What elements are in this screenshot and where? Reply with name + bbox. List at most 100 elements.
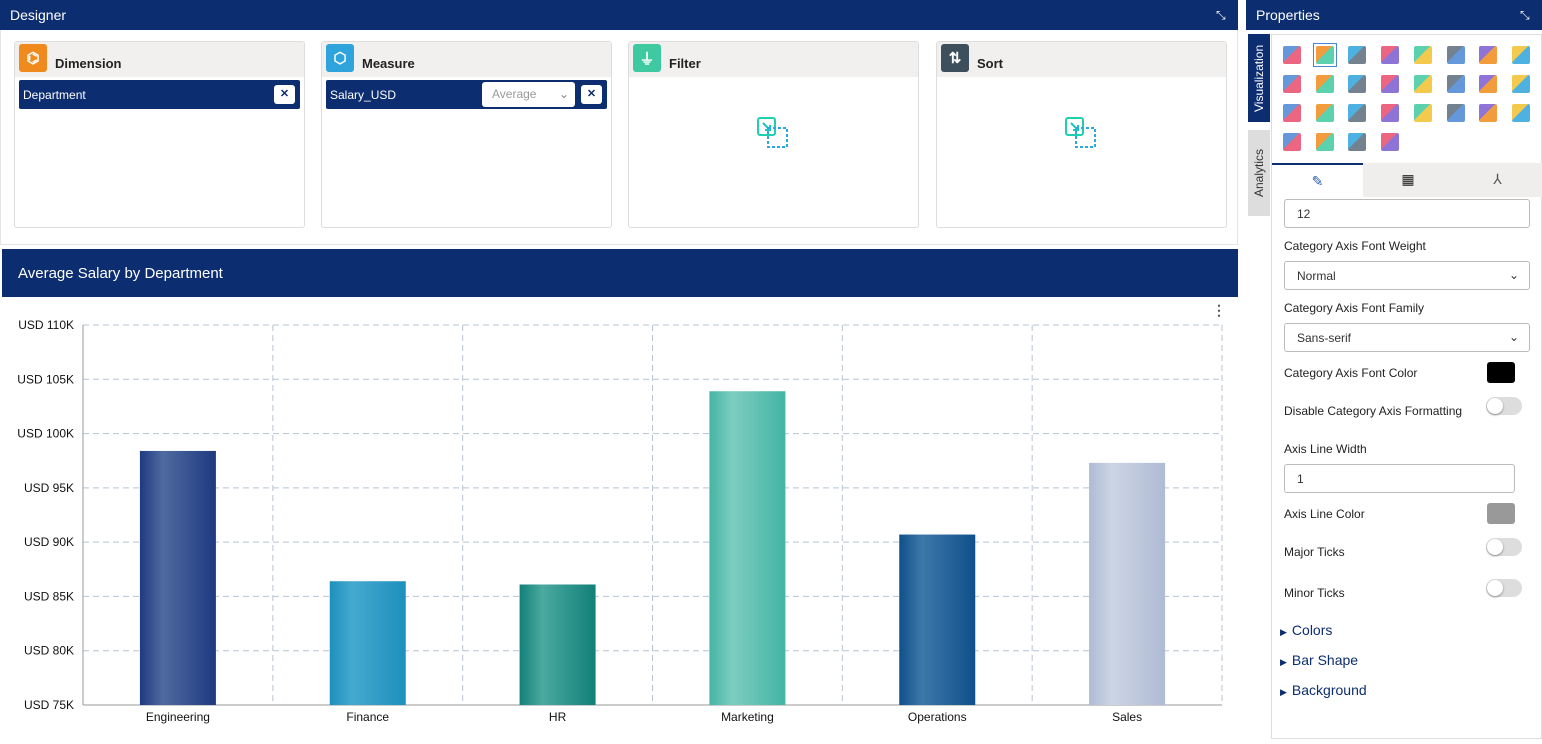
axis-line-color-label: Axis Line Color (1284, 507, 1365, 521)
format-tab[interactable]: ✎ (1272, 163, 1363, 197)
line-area-chart-icon[interactable] (1315, 46, 1334, 64)
disable-formatting-toggle[interactable] (1486, 397, 1522, 415)
crosstab-icon[interactable] (1511, 104, 1530, 122)
aggregation-value: Average (492, 87, 537, 101)
more-vertical-icon[interactable]: ⋮ (1212, 302, 1226, 318)
bar-shape-section[interactable]: ▶ Bar Shape (1280, 652, 1359, 668)
candlestick-icon[interactable] (1446, 104, 1465, 122)
x-tick-label: Sales (1112, 710, 1142, 724)
step-chart-icon[interactable] (1348, 75, 1367, 93)
axis-line-color-swatch[interactable] (1487, 503, 1515, 524)
ring-icon[interactable] (1348, 104, 1367, 122)
heatmap-icon[interactable] (1413, 75, 1432, 93)
bar-marketing[interactable] (709, 391, 786, 705)
dimension-label: Dimension (55, 56, 122, 71)
chevron-down-icon: ⌄ (1508, 330, 1519, 344)
disable-formatting-label: Disable Category Axis Formatting (1284, 404, 1463, 418)
bar-engineering[interactable] (139, 450, 216, 705)
sort-label: Sort (977, 56, 1003, 71)
thermometer-icon[interactable] (1511, 75, 1530, 93)
kpi-card-icon[interactable] (1381, 104, 1400, 122)
area-chart-icon[interactable] (1381, 46, 1400, 64)
measure-icon: ⬡ (326, 44, 354, 72)
font-family-select[interactable]: Sans-serif ⌄ (1284, 323, 1530, 352)
y-tick-label: USD 105K (17, 372, 74, 386)
designer-header: Designer ⤡ (0, 0, 1238, 30)
sort-card: ⇅ Sort (936, 41, 1227, 228)
axis-line-width-input[interactable]: 1 (1284, 464, 1515, 493)
major-ticks-label: Major Ticks (1284, 545, 1345, 559)
background-section[interactable]: ▶ Background (1280, 682, 1367, 698)
filter-icon: ⏚ (633, 44, 661, 72)
line-markers-icon[interactable] (1479, 46, 1498, 64)
donut-icon[interactable] (1315, 75, 1334, 93)
bar-chart-icon[interactable] (1348, 46, 1367, 64)
dimension-field-pill[interactable]: Department ✕ (19, 80, 300, 109)
bar-finance[interactable] (329, 581, 406, 705)
measure-label: Measure (362, 56, 415, 71)
pivot-icon[interactable] (1413, 104, 1432, 122)
x-tick-label: Operations (908, 710, 967, 724)
measure-field-pill[interactable]: Salary_USD Average ⌄ ✕ (326, 80, 607, 109)
polar-icon[interactable] (1381, 75, 1400, 93)
y-tick-label: USD 80K (24, 644, 74, 658)
spline-icon[interactable] (1446, 46, 1465, 64)
map-icon[interactable] (1479, 104, 1498, 122)
axis-tab[interactable]: ⅄ (1453, 163, 1542, 197)
drop-field-icon[interactable] (757, 117, 789, 149)
grid-icon[interactable] (1283, 46, 1301, 64)
funnel-icon[interactable] (1511, 46, 1530, 64)
x-tick-label: Finance (346, 710, 389, 724)
minor-ticks-toggle[interactable] (1486, 579, 1522, 597)
table-tab[interactable]: ▦ (1363, 163, 1453, 197)
x-tick-label: Marketing (721, 710, 774, 724)
dimension-card: ⌬ Dimension Department ✕ (14, 41, 305, 228)
colors-section[interactable]: ▶ Colors (1280, 622, 1333, 638)
remove-measure-button[interactable]: ✕ (581, 85, 602, 104)
histogram-icon[interactable] (1381, 133, 1400, 151)
font-family-label: Category Axis Font Family (1284, 301, 1425, 315)
collapse-icon[interactable]: ⤡ (1216, 8, 1226, 22)
tab-analytics[interactable]: Analytics (1248, 130, 1270, 216)
font-color-swatch[interactable] (1487, 362, 1515, 383)
pie-icon[interactable] (1283, 75, 1301, 93)
bar-hr[interactable] (519, 584, 596, 705)
y-tick-label: USD 85K (24, 589, 74, 603)
aggregation-select[interactable]: Average ⌄ (482, 82, 575, 107)
stacked-bar-icon[interactable] (1413, 46, 1432, 64)
measure-field: Salary_USD (330, 87, 397, 102)
dimension-field: Department (23, 87, 86, 102)
properties-title: Properties (1256, 7, 1320, 23)
collapse-icon[interactable]: ⤡ (1520, 8, 1530, 22)
tab-visualization[interactable]: Visualization (1248, 34, 1270, 122)
selected-chart-outline (1313, 43, 1337, 67)
drop-field-icon[interactable] (1065, 117, 1097, 149)
gauge-icon[interactable] (1479, 75, 1498, 93)
designer-title: Designer (10, 7, 67, 23)
sankey-icon[interactable] (1315, 133, 1334, 151)
bar-chart: USD 75K USD 80K USD 85K USD 90K USD 95K USD 1… (17, 318, 1223, 724)
y-tick-label: USD 90K (24, 535, 74, 549)
font-size-input[interactable]: 12 (1284, 199, 1530, 228)
x-tick-label: HR (549, 710, 567, 724)
treemap-icon[interactable] (1283, 133, 1301, 151)
chevron-down-icon: ⌄ (1508, 268, 1519, 282)
scatter-icon[interactable] (1348, 133, 1367, 151)
minor-ticks-label: Minor Ticks (1284, 586, 1345, 600)
measure-card: ⬡ Measure Salary_USD Average ⌄ ✕ (321, 41, 612, 228)
bar-sales[interactable] (1089, 462, 1166, 705)
filter-card: ⏚ Filter (628, 41, 919, 228)
major-ticks-toggle[interactable] (1486, 538, 1522, 556)
chart-header: Average Salary by Department (2, 249, 1238, 297)
radar-icon[interactable] (1315, 104, 1334, 122)
arc-icon[interactable] (1446, 75, 1465, 93)
remove-dimension-button[interactable]: ✕ (274, 85, 295, 104)
dimension-icon: ⌬ (19, 44, 47, 72)
area-range-icon[interactable] (1283, 104, 1301, 122)
font-weight-select[interactable]: Normal ⌄ (1284, 261, 1530, 290)
bar-operations[interactable] (899, 534, 976, 705)
y-tick-label: USD 95K (24, 481, 74, 495)
y-tick-label: USD 100K (17, 427, 74, 441)
filter-label: Filter (669, 56, 701, 71)
y-tick-label: USD 110K (18, 318, 74, 332)
